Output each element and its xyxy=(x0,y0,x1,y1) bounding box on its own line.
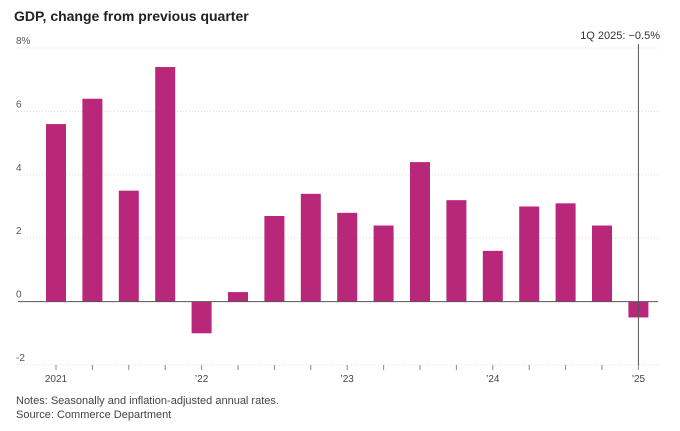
bar xyxy=(373,225,394,302)
y-tick-label: 2 xyxy=(16,226,22,237)
bar xyxy=(555,203,576,302)
bar xyxy=(446,200,467,302)
y-tick-label: 8% xyxy=(16,36,31,47)
y-tick-label: 4 xyxy=(16,163,22,174)
y-tick-labels: -2 0 2 4 6 8% xyxy=(16,36,31,364)
annotation-group: 1Q 2025: −0.5% xyxy=(580,30,660,365)
notes-text: Notes: Seasonally and inflation-adjusted… xyxy=(16,395,279,407)
x-tick-label: ’24 xyxy=(486,374,500,385)
bar xyxy=(46,124,66,302)
chart-title: GDP, change from previous quarter xyxy=(14,8,249,24)
x-axis: 2021 ’22 ’23 ’24 ’25 xyxy=(18,301,658,385)
bar xyxy=(228,292,248,302)
x-tick-label: ’22 xyxy=(195,374,209,385)
source-text: Source: Commerce Department xyxy=(16,409,172,421)
y-tick-label: 0 xyxy=(16,290,22,301)
bar xyxy=(410,162,430,302)
bar xyxy=(155,67,176,302)
bar xyxy=(82,98,103,302)
bar xyxy=(519,206,540,302)
x-tick-label: ’23 xyxy=(341,374,355,385)
bar xyxy=(337,212,358,302)
y-tick-label: -2 xyxy=(16,353,25,364)
bars xyxy=(46,67,649,334)
bar xyxy=(592,225,612,302)
y-tick-label: 6 xyxy=(16,99,22,110)
bar xyxy=(191,301,212,334)
bar xyxy=(300,193,321,302)
bar xyxy=(118,190,139,302)
bar xyxy=(264,216,285,302)
chart-notes: Notes: Seasonally and inflation-adjusted… xyxy=(16,394,279,422)
annotation-label: 1Q 2025: −0.5% xyxy=(580,30,660,42)
x-tick-label: ’25 xyxy=(632,374,646,385)
bar xyxy=(482,250,503,302)
x-tick-label: 2021 xyxy=(45,374,68,385)
